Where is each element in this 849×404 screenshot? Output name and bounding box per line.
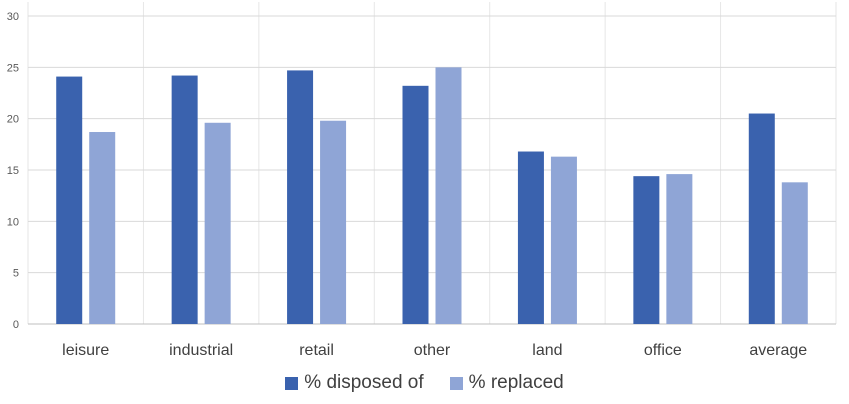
legend-item-disposed: % disposed of <box>285 372 424 394</box>
y-tick-label: 15 <box>7 165 19 177</box>
y-tick-label: 20 <box>7 114 19 126</box>
bar-disposed-office <box>633 176 660 324</box>
bar-replaced-land <box>550 156 577 324</box>
legend-swatch-replaced <box>449 376 463 390</box>
legend-item-replaced: % replaced <box>449 372 564 394</box>
bar-replaced-retail <box>320 120 347 324</box>
x-tick-label: other <box>414 342 451 359</box>
bar-replaced-leisure <box>89 132 116 324</box>
bar-disposed-average <box>748 113 775 325</box>
legend-label-disposed: % disposed of <box>304 372 424 393</box>
bar-replaced-office <box>666 174 693 324</box>
x-tick-label: office <box>644 342 682 359</box>
y-tick-label: 30 <box>7 11 19 23</box>
bar-replaced-industrial <box>204 122 231 324</box>
y-tick-label: 5 <box>13 268 19 280</box>
bar-replaced-other <box>435 67 462 324</box>
y-tick-label: 0 <box>13 319 19 331</box>
x-tick-label: land <box>532 342 562 359</box>
bar-disposed-leisure <box>56 76 83 324</box>
y-tick-label: 25 <box>7 62 19 74</box>
bar-disposed-retail <box>287 70 314 324</box>
bar-disposed-land <box>517 151 544 324</box>
bar-chart: 0 5 10 15 20 25 30 leisure industrial retail other… <box>7 2 837 359</box>
x-tick-label: retail <box>299 342 334 359</box>
x-tick-label: industrial <box>169 342 233 359</box>
y-tick-label: 10 <box>7 216 19 228</box>
bar-disposed-other <box>402 85 429 325</box>
legend: % disposed of % replaced <box>0 372 849 394</box>
x-tick-label: leisure <box>62 342 109 359</box>
bar-replaced-average <box>781 182 808 324</box>
legend-label-replaced: % replaced <box>468 372 564 393</box>
legend-swatch-disposed <box>285 376 299 390</box>
bar-disposed-industrial <box>171 75 198 325</box>
x-tick-label: average <box>749 342 807 359</box>
